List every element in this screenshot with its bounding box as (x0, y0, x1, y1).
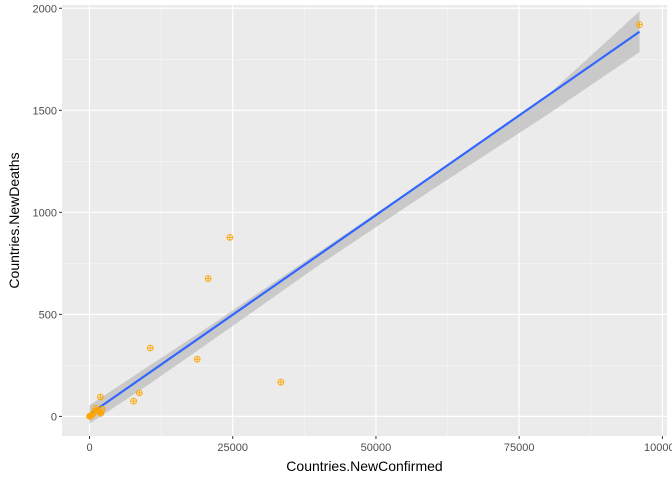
x-tick-label: 75000 (504, 442, 535, 454)
data-point (226, 234, 234, 241)
x-axis-title: Countries.NewConfirmed (286, 458, 442, 474)
y-axis-title: Countries.NewDeaths (6, 152, 22, 288)
confidence-ribbon (89, 11, 640, 424)
y-tick-label: 1000 (33, 207, 57, 219)
data-point (204, 275, 212, 283)
x-tick-label: 25000 (217, 442, 248, 454)
data-point (636, 21, 643, 28)
y-axis-ticks: 0 500 1000 1500 2000 (33, 3, 62, 423)
y-tick-label: 0 (51, 411, 57, 423)
data-point (277, 378, 285, 386)
y-tick-label: 500 (39, 309, 57, 321)
x-tick-label: 50000 (361, 442, 392, 454)
data-point (130, 397, 137, 405)
data-point (193, 355, 201, 363)
data-point (135, 389, 143, 397)
x-tick-label: 0 (86, 442, 92, 454)
data-point (146, 344, 154, 352)
y-tick-label: 2000 (33, 3, 57, 15)
data-point (97, 393, 104, 401)
data-points (86, 21, 643, 420)
regression-line (88, 30, 641, 416)
y-tick-label: 1500 (33, 105, 57, 117)
data-point (97, 409, 105, 417)
data-point (98, 405, 106, 413)
